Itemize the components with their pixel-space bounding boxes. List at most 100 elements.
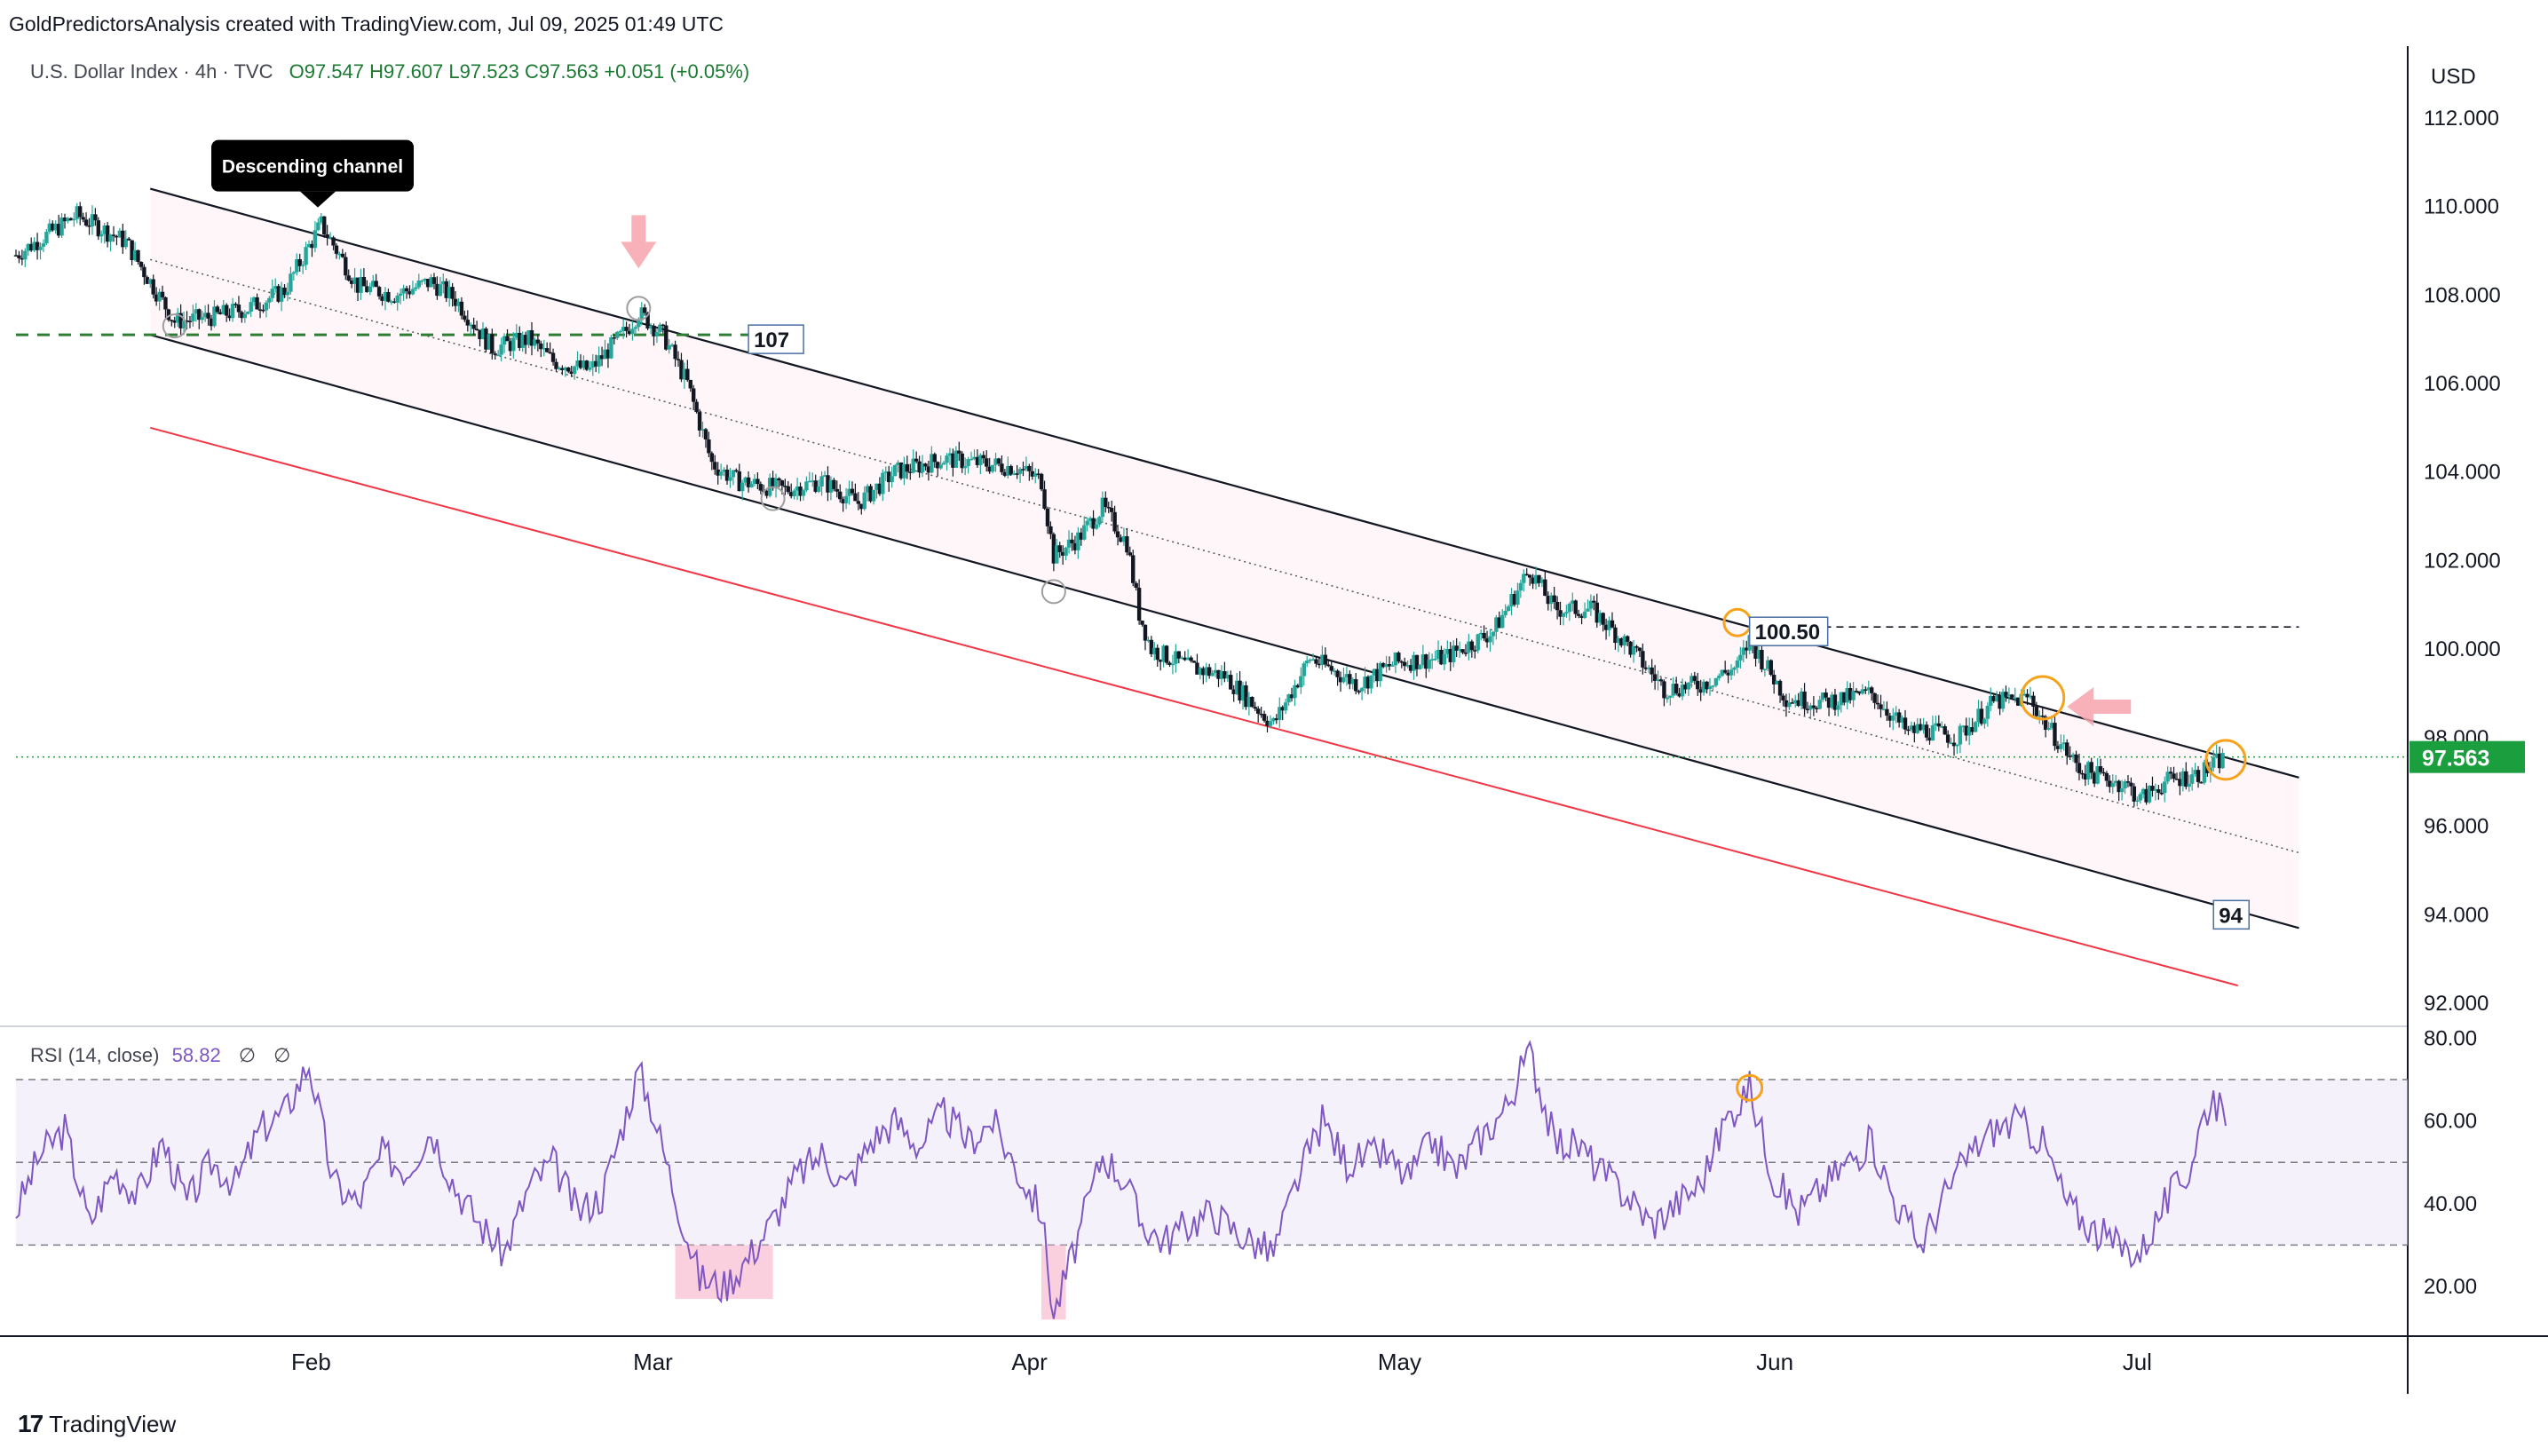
candle-body xyxy=(444,281,448,298)
candle-body xyxy=(637,320,641,328)
candle-body xyxy=(297,258,302,266)
candle-body xyxy=(2187,783,2191,787)
candle-body xyxy=(954,450,959,468)
candle-body xyxy=(108,234,113,242)
rsi-legend: RSI (14, close) 58.82 ∅ ∅ xyxy=(30,1044,290,1067)
candle-body xyxy=(2095,766,2100,784)
candle-body xyxy=(529,330,534,346)
candle-body xyxy=(1934,723,1938,725)
touch-circle xyxy=(1041,579,1066,605)
candle-body xyxy=(181,320,186,328)
candle-body xyxy=(1503,611,1507,615)
candle-body xyxy=(887,471,891,483)
candle-body xyxy=(170,320,174,321)
candle-body xyxy=(115,235,119,238)
candle-body xyxy=(1482,632,1486,639)
candle-body xyxy=(560,368,565,371)
candle-body xyxy=(572,366,577,375)
candle-body xyxy=(1979,708,1984,724)
candle-body xyxy=(313,230,318,249)
candle-body xyxy=(1240,685,1246,700)
candle-body xyxy=(1372,669,1377,676)
candle-body xyxy=(1662,681,1666,699)
candle-body xyxy=(1790,702,1795,704)
candle-body xyxy=(87,226,91,227)
candle-body xyxy=(1555,601,1560,611)
candle-body xyxy=(1900,717,1904,723)
candle-body xyxy=(1136,587,1142,621)
candle-body xyxy=(1335,670,1340,677)
candle-body xyxy=(1775,680,1779,684)
candle-body xyxy=(236,305,241,313)
rsi-circle xyxy=(1736,1073,1764,1102)
candle-body xyxy=(985,458,989,467)
price-tick-label: 104.000 xyxy=(2424,461,2501,485)
candle-body xyxy=(386,292,391,302)
candle-body xyxy=(1826,697,1832,708)
candle-body xyxy=(533,339,537,346)
candle-body xyxy=(374,281,378,288)
candle-body xyxy=(801,490,806,496)
candle-body xyxy=(1610,620,1615,628)
candle-body xyxy=(90,214,95,227)
candle-body xyxy=(438,284,443,297)
candle-body xyxy=(352,277,357,284)
candle-body xyxy=(1603,624,1609,630)
candle-body xyxy=(368,286,372,293)
candle-body xyxy=(688,380,692,389)
candle-body xyxy=(56,224,61,236)
candle-body xyxy=(1399,661,1404,663)
candle-body xyxy=(1762,669,1768,670)
candle-body xyxy=(1198,668,1203,675)
candle-body xyxy=(102,226,107,234)
candle-body xyxy=(1707,686,1713,690)
candle-body xyxy=(279,287,284,302)
tradingview-footer[interactable]: 17 TradingView xyxy=(18,1410,176,1438)
candle-body xyxy=(99,233,104,237)
candle-body xyxy=(1332,670,1337,672)
rsi-title[interactable]: RSI (14, close) xyxy=(30,1044,160,1066)
candle-body xyxy=(493,353,497,355)
candle-body xyxy=(1015,473,1019,475)
candle-body xyxy=(1881,708,1887,711)
candle-body xyxy=(582,360,586,368)
candle-body xyxy=(1289,694,1294,699)
candle-body xyxy=(414,287,418,289)
candle-body xyxy=(2119,787,2125,793)
candle-body xyxy=(225,305,229,316)
candle-body xyxy=(1238,680,1242,700)
candle-body xyxy=(2080,772,2085,775)
candle-body xyxy=(1427,660,1431,669)
candle-body xyxy=(1738,654,1743,661)
symbol-title[interactable]: U.S. Dollar Index · 4h · TVC xyxy=(30,60,273,83)
chart-credit: GoldPredictorsAnalysis created with Trad… xyxy=(9,12,724,36)
candle-body xyxy=(1176,651,1182,659)
candle-body xyxy=(376,287,382,297)
candle-body xyxy=(1753,644,1758,659)
candle-body xyxy=(1692,676,1697,681)
candle-body xyxy=(1424,654,1428,669)
candle-body xyxy=(1991,696,1996,701)
candle-body xyxy=(1167,662,1172,665)
candle-body xyxy=(679,360,684,380)
candle-body xyxy=(1912,725,1917,733)
candle-body xyxy=(1072,542,1078,550)
candle-body xyxy=(1375,669,1380,682)
candle-body xyxy=(1522,574,1526,583)
candle-body xyxy=(773,478,779,488)
candle-body xyxy=(2013,697,2017,700)
candle-body xyxy=(1885,708,1889,716)
candle-body xyxy=(609,336,613,359)
candle-body xyxy=(1064,547,1068,556)
candle-body xyxy=(1561,613,1566,617)
candle-body xyxy=(2132,786,2137,802)
candle-body xyxy=(1131,555,1136,583)
candle-body xyxy=(667,345,671,350)
candle-body xyxy=(1115,531,1120,538)
candle-body xyxy=(947,453,953,456)
candle-body xyxy=(2000,692,2006,709)
candle-body xyxy=(575,360,580,367)
candle-body xyxy=(542,348,546,350)
candle-body xyxy=(2034,707,2039,716)
